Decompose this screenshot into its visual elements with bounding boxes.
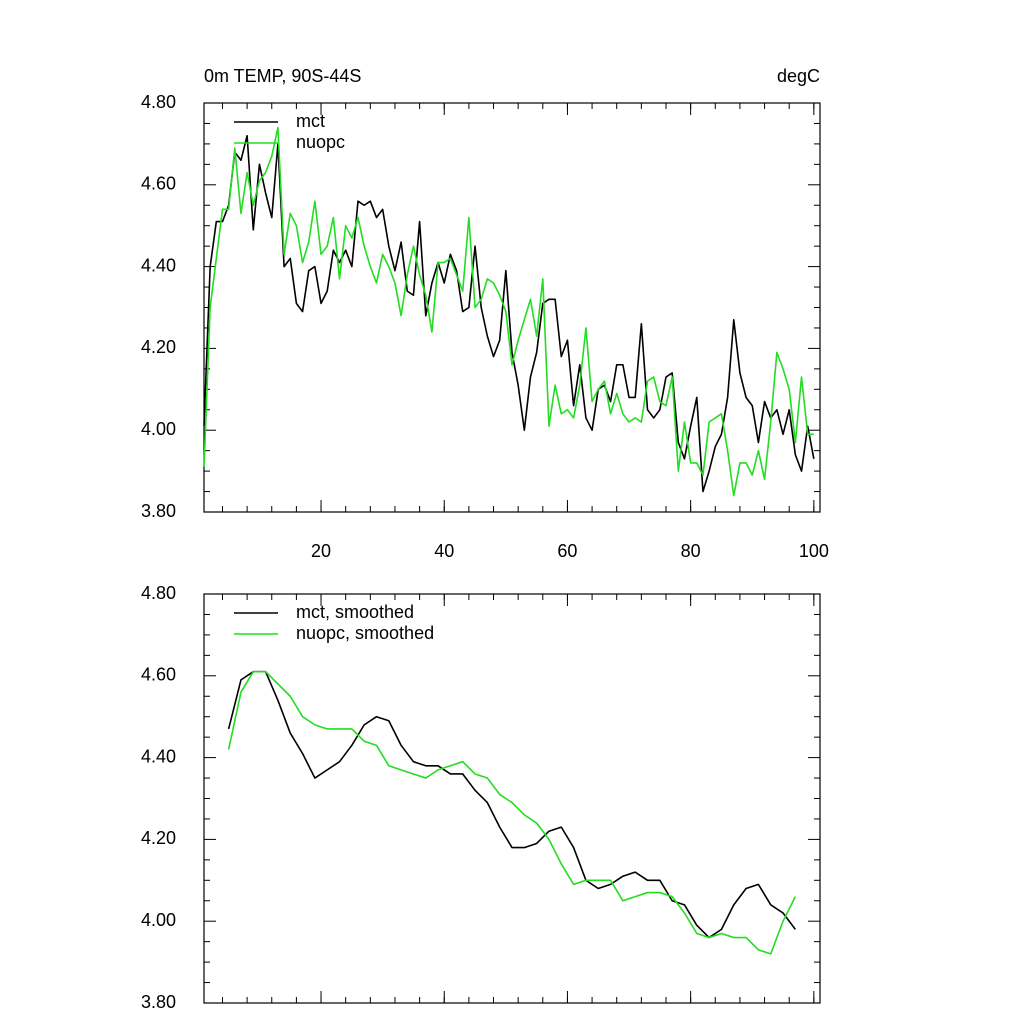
y-tick-label: 4.00 xyxy=(141,910,176,930)
y-tick-label: 3.80 xyxy=(141,501,176,521)
series-line xyxy=(227,670,796,939)
x-tick-label: 100 xyxy=(799,541,829,561)
y-tick-label: 4.20 xyxy=(141,337,176,357)
x-tick-label: 20 xyxy=(311,541,331,561)
series-line xyxy=(203,134,815,493)
series-line xyxy=(203,126,814,497)
chart-title: 0m TEMP, 90S-44S xyxy=(204,66,361,86)
legend-label: nuopc xyxy=(296,132,345,152)
x-tick-label: 80 xyxy=(681,541,701,561)
y-tick-label: 4.40 xyxy=(141,255,176,275)
x-tick-label: 60 xyxy=(557,541,577,561)
y-tick-label: 4.80 xyxy=(141,583,176,603)
y-tick-label: 4.40 xyxy=(141,746,176,766)
units-label: degC xyxy=(777,66,820,86)
x-tick-label: 40 xyxy=(434,541,454,561)
legend-label: nuopc, smoothed xyxy=(296,623,434,643)
y-tick-label: 4.60 xyxy=(141,665,176,685)
y-tick-label: 4.00 xyxy=(141,419,176,439)
legend-label: mct, smoothed xyxy=(296,602,414,622)
series-line xyxy=(227,670,797,955)
y-tick-label: 4.60 xyxy=(141,174,176,194)
y-tick-label: 4.20 xyxy=(141,828,176,848)
y-tick-label: 4.80 xyxy=(141,92,176,112)
y-tick-label: 3.80 xyxy=(141,992,176,1012)
legend-label: mct xyxy=(296,111,325,131)
plot-frame xyxy=(203,593,821,1004)
